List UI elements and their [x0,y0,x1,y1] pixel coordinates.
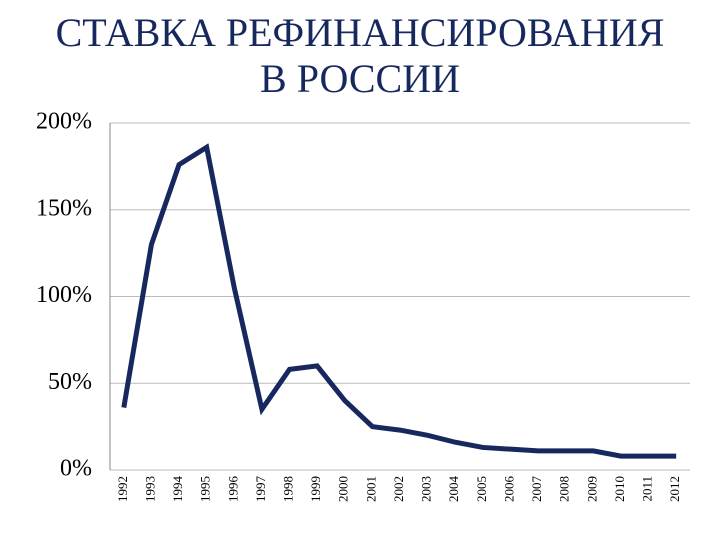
y-tick-label: 100% [36,282,92,308]
data-line [121,143,677,459]
x-tick-label: 2007 [529,476,544,503]
x-tick-label: 1992 [115,476,130,502]
x-tick-label: 2011 [640,476,655,502]
x-tick-label: 1998 [281,476,296,502]
x-tick-label: 2001 [363,476,378,502]
x-tick-label: 1996 [225,476,240,503]
y-tick-label: 150% [36,195,92,221]
x-tick-label: 2004 [446,476,461,503]
y-tick-label: 200% [36,109,92,135]
x-tick-label: 2009 [584,476,599,502]
x-tick-label: 2002 [391,476,406,502]
x-tick-label: 2000 [336,476,351,502]
y-tick-label: 50% [48,369,92,395]
y-tick-label: 0% [60,456,92,482]
x-tick-label: 2012 [667,476,682,502]
x-tick-label: 2010 [612,476,627,502]
x-tick-label: 1995 [198,476,213,502]
x-tick-label: 2008 [557,476,572,502]
x-tick-label: 2005 [474,476,489,502]
x-tick-label: 1997 [253,476,268,503]
x-tick-label: 2003 [419,476,434,502]
x-tick-label: 1994 [170,476,185,503]
x-tick-label: 1993 [142,476,157,502]
x-tick-label: 1999 [308,476,323,502]
x-tick-label: 2006 [501,476,516,503]
chart-title: СТАВКА РЕФИНАНСИРОВАНИЯ [56,10,665,55]
chart-title: В РОССИИ [260,56,460,101]
